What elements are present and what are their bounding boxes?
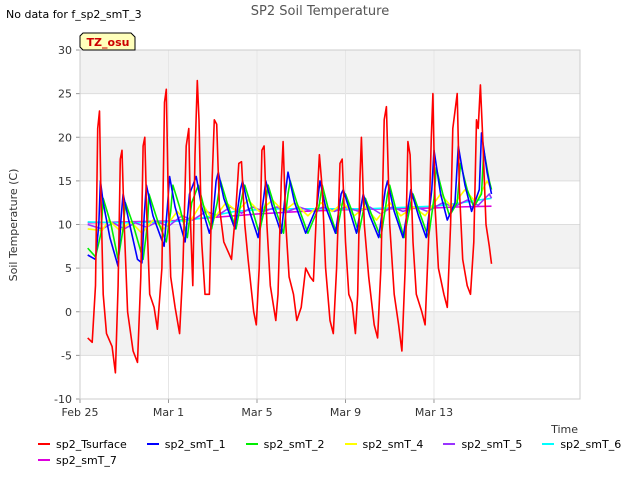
legend: sp2_Tsurface sp2_smT_1 sp2_smT_2 sp2_smT… (38, 436, 638, 468)
legend-row-2: sp2_smT_7 (38, 452, 638, 468)
y-tick-label: 5 (65, 262, 72, 275)
legend-label: sp2_smT_5 (461, 437, 523, 451)
y-tick-label: 25 (58, 88, 72, 101)
legend-label: sp2_smT_4 (362, 437, 424, 451)
y-tick-label: 0 (65, 306, 72, 319)
legend-label: sp2_Tsurface (56, 437, 127, 451)
background-band (80, 224, 580, 269)
y-tick-label: 10 (58, 219, 72, 232)
legend-label: sp2_smT_2 (263, 437, 325, 451)
legend-swatch (38, 459, 50, 461)
legend-item-tsurface: sp2_Tsurface (38, 438, 127, 451)
y-tick-label: -10 (54, 393, 72, 406)
y-tick-label: 15 (58, 175, 72, 188)
legend-swatch (443, 443, 456, 445)
legend-item-smt1: sp2_smT_1 (146, 437, 226, 451)
series-line-sp2_smT_2 (87, 149, 493, 261)
series-line-sp2_Tsurface (87, 79, 493, 374)
legend-item-smt7: sp2_smT_7 (38, 454, 117, 467)
x-tick-label: Mar 13 (415, 406, 453, 419)
legend-swatch (344, 443, 357, 445)
plot-frame (79, 49, 581, 400)
background-band (80, 50, 580, 94)
legend-label: sp2_smT_6 (560, 437, 622, 451)
legend-swatch (542, 443, 555, 445)
x-axis-label: Time (550, 423, 578, 436)
timezone-badge: TZ_osu (79, 32, 136, 51)
series-line-sp2_smT_1 (87, 132, 493, 268)
background-band (80, 137, 580, 181)
x-axis-ticks: Feb 25 Mar 1 Mar 5 Mar 9 Mar 13 (62, 399, 453, 419)
legend-item-smt6: sp2_smT_6 (542, 438, 621, 451)
y-tick-label: 30 (58, 44, 72, 57)
y-axis-ticks: -10 -5 0 5 10 15 20 25 30 (54, 44, 80, 406)
legend-item-smt4: sp2_smT_4 (344, 437, 424, 451)
x-tick-label: Mar 1 (153, 406, 184, 419)
series-lines (87, 79, 493, 374)
legend-label: sp2_smT_1 (164, 437, 226, 451)
legend-item-smt5: sp2_smT_5 (443, 438, 522, 451)
y-tick-label: 20 (58, 131, 72, 144)
chart-title: SP2 Soil Temperature (251, 4, 389, 19)
legend-label: sp2_smT_7 (56, 453, 117, 467)
y-axis-label: Soil Temperature (C) (7, 169, 20, 282)
legend-row-1: sp2_Tsurface sp2_smT_1 sp2_smT_2 sp2_smT… (38, 436, 638, 452)
x-tick-label: Mar 5 (241, 406, 272, 419)
legend-swatch (146, 443, 159, 445)
x-tick-label: Feb 25 (62, 406, 99, 419)
legend-swatch (38, 443, 50, 445)
legend-item-smt2: sp2_smT_2 (245, 437, 325, 451)
series-line-sp2_smT_4 (87, 180, 493, 234)
y-tick-label: -5 (61, 349, 72, 362)
no-data-message: No data for f_sp2_smT_3 (6, 8, 142, 21)
x-tick-label: Mar 9 (330, 406, 361, 419)
timezone-badge-label: TZ_osu (87, 36, 130, 49)
legend-swatch (245, 443, 258, 445)
